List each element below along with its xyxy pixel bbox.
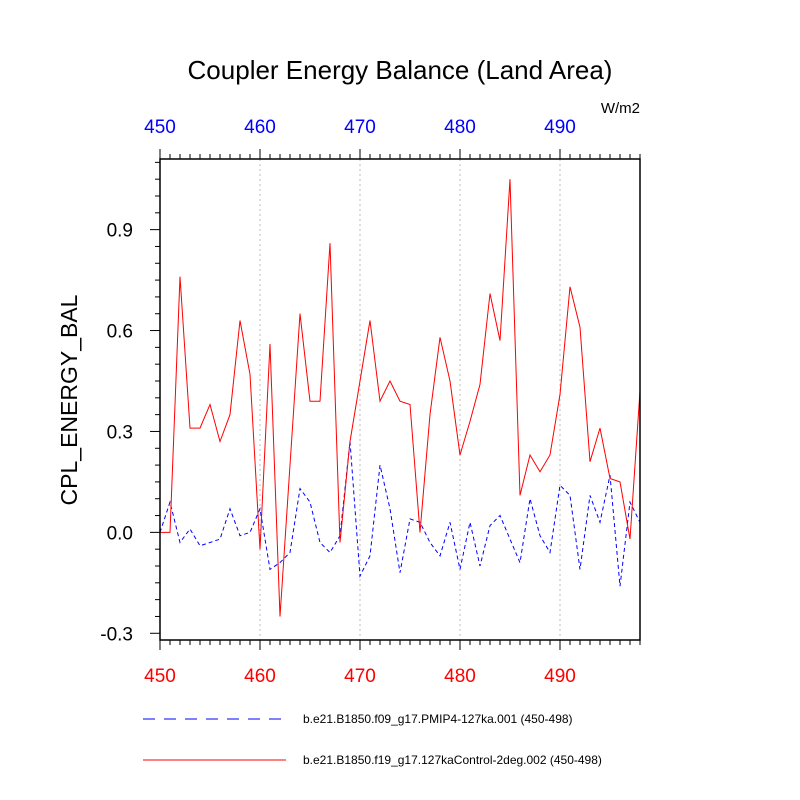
x-tick-label-top: 480 xyxy=(444,117,476,138)
chart-title: Coupler Energy Balance (Land Area) xyxy=(188,55,613,85)
axis-ticks: 450 450 460 460 470 470 480 480 490 490 -0.3 0.0 0.3… xyxy=(100,117,641,687)
x-tick-label-top: 490 xyxy=(544,117,576,138)
x-tick-label: 480 xyxy=(444,666,476,687)
y-axis-label: CPL_ENERGY_BAL xyxy=(56,294,82,505)
x-tick-label-top: 460 xyxy=(244,117,276,138)
x-tick-label-top: 450 xyxy=(144,117,176,138)
y-tick-label: 0.0 xyxy=(107,523,133,544)
legend-label: b.e21.B1850.f09_g17.PMIP4-127ka.001 (450… xyxy=(303,712,573,726)
x-tick-label-top: 470 xyxy=(344,117,376,138)
grid-lines xyxy=(259,159,561,640)
y-tick-label: 0.3 xyxy=(107,422,133,443)
legend-label: b.e21.B1850.f19_g17.127kaControl-2deg.00… xyxy=(303,753,602,767)
x-tick-label: 450 xyxy=(144,666,176,687)
series-line-control xyxy=(160,179,640,617)
series-line-pmip4 xyxy=(160,441,640,587)
series-layer xyxy=(160,179,640,617)
x-tick-label: 470 xyxy=(344,666,376,687)
legend: b.e21.B1850.f09_g17.PMIP4-127ka.001 (450… xyxy=(143,712,602,767)
x-tick-label: 490 xyxy=(544,666,576,687)
y-tick-label: 0.9 xyxy=(107,221,133,242)
y-tick-label: -0.3 xyxy=(100,624,133,645)
y-tick-label: 0.6 xyxy=(107,322,133,343)
units-label: W/m2 xyxy=(601,100,640,117)
x-tick-label: 460 xyxy=(244,666,276,687)
